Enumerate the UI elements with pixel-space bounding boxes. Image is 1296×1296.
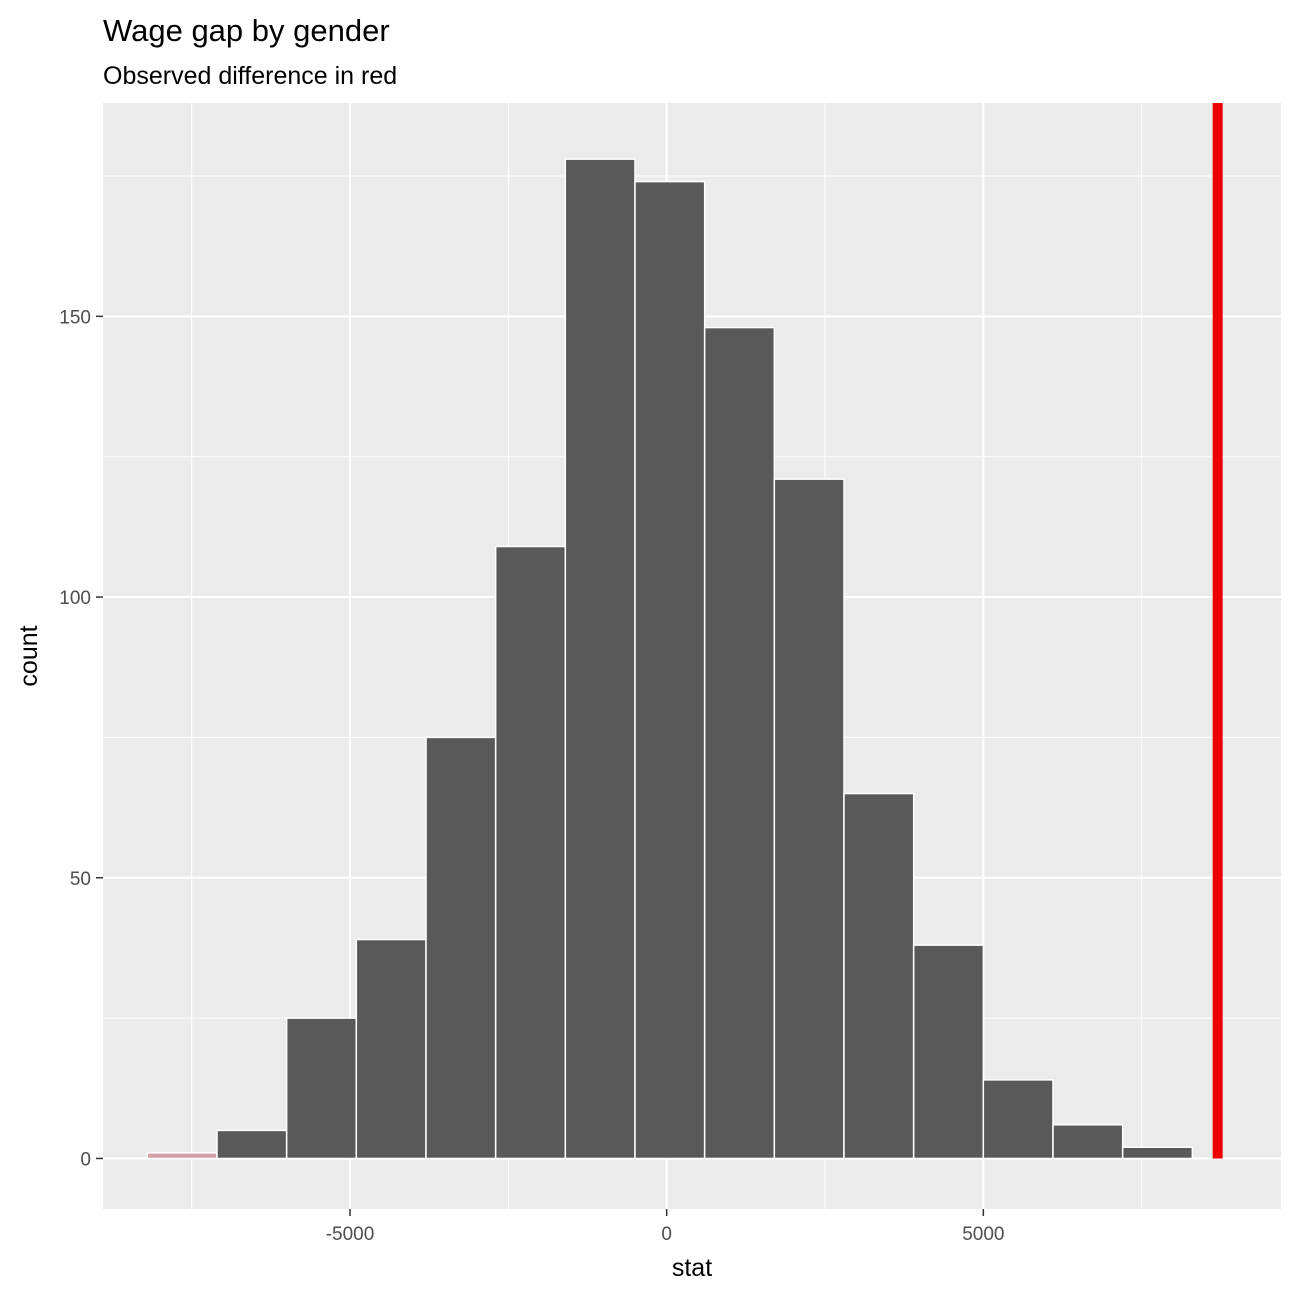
histogram-bar: [982, 1079, 1054, 1160]
histogram-bar: [634, 180, 706, 1160]
y-axis-title: count: [15, 625, 43, 686]
chart-title: Wage gap by gender: [103, 13, 390, 48]
chart-subtitle: Observed difference in red: [103, 62, 397, 90]
histogram-bar: [564, 158, 636, 1160]
histogram-bar: [843, 792, 915, 1160]
histogram-bar-highlighted: [146, 1152, 218, 1160]
histogram-bar: [1052, 1124, 1124, 1160]
x-axis-title: stat: [672, 1254, 712, 1282]
x-axis-ticks: -5000 0 5000: [326, 1209, 1004, 1245]
histogram-bar: [773, 478, 845, 1160]
x-tick-label: 0: [661, 1224, 672, 1245]
y-axis-ticks: 0 50 100 150: [59, 307, 103, 1170]
histogram-bar: [216, 1129, 288, 1160]
histogram-bar: [703, 326, 776, 1160]
histogram-bar: [285, 1017, 358, 1160]
histogram-bar: [1121, 1146, 1194, 1160]
histogram-bar: [912, 944, 985, 1160]
y-tick-label: 150: [59, 307, 91, 328]
histogram-bar: [425, 736, 497, 1160]
x-tick-label: -5000: [326, 1224, 375, 1245]
histogram-bar: [494, 545, 567, 1160]
x-tick-label: 5000: [962, 1224, 1004, 1245]
y-tick-label: 0: [80, 1149, 91, 1170]
y-tick-label: 50: [70, 869, 91, 890]
histogram-bar: [355, 938, 427, 1160]
histogram-bars: [146, 158, 1194, 1160]
y-tick-label: 100: [59, 588, 91, 609]
